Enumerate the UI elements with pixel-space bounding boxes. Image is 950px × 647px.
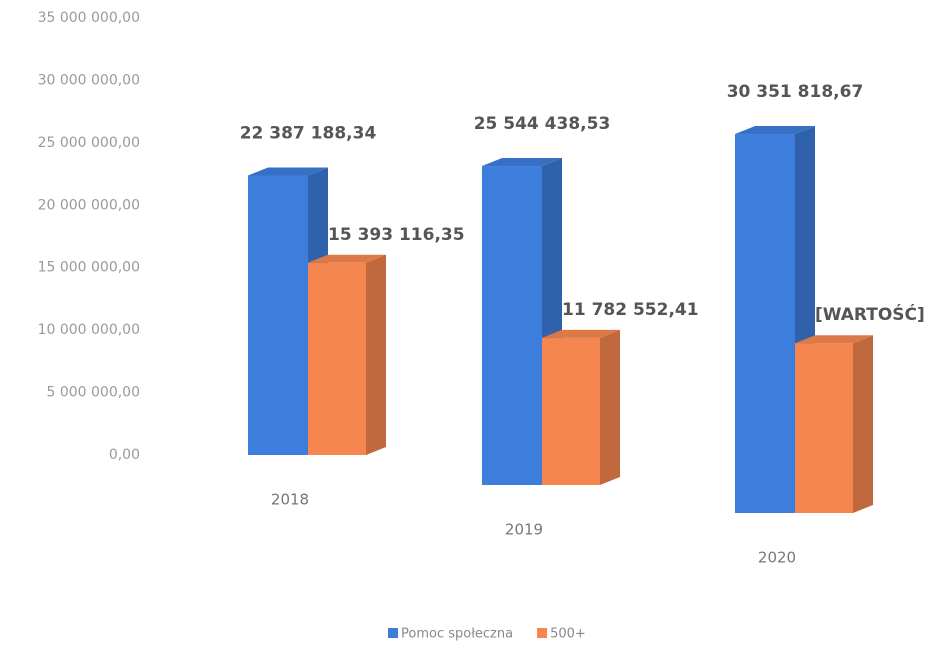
bar-top	[735, 126, 815, 135]
bar	[482, 166, 542, 485]
bar-top	[248, 167, 328, 176]
value-label: 11 782 552,41	[562, 300, 699, 320]
legend-swatch	[537, 628, 548, 638]
bar-top	[308, 254, 386, 263]
bar	[795, 343, 853, 513]
x-tick-label: 2019	[505, 521, 543, 539]
value-label: 15 393 116,35	[328, 225, 465, 245]
x-tick-label: 2020	[758, 549, 796, 567]
bar-top	[542, 329, 620, 338]
value-label: 30 351 818,67	[727, 82, 864, 102]
y-tick-label: 30 000 000,00	[38, 72, 140, 88]
bar-top	[482, 158, 562, 167]
y-tick-label: 15 000 000,00	[38, 260, 140, 276]
bar-top	[795, 335, 873, 344]
bar-side	[853, 335, 873, 513]
y-tick-label: 10 000 000,00	[38, 322, 140, 338]
y-tick-label: 25 000 000,00	[38, 135, 140, 151]
bar	[308, 262, 366, 455]
bar	[735, 134, 795, 513]
bar-side	[366, 254, 386, 455]
legend-label: Pomoc społeczna	[401, 627, 513, 642]
legend-swatch	[388, 628, 398, 638]
y-tick-label: 35 000 000,00	[38, 10, 140, 26]
bar-side	[600, 329, 620, 485]
y-tick-label: 5 000 000,00	[46, 385, 140, 401]
legend-label: 500+	[550, 627, 586, 642]
value-label: 25 544 438,53	[474, 114, 611, 134]
value-label: 22 387 188,34	[240, 123, 377, 143]
y-tick-label: 20 000 000,00	[38, 197, 140, 213]
bar	[542, 337, 600, 485]
value-label: [WARTOŚĆ]	[815, 303, 925, 325]
x-tick-label: 2018	[271, 491, 309, 509]
bar	[248, 175, 308, 455]
y-tick-label: 0,00	[109, 447, 140, 463]
